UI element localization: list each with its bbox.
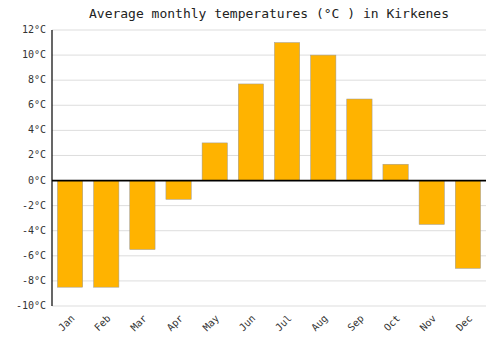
bar [274, 43, 299, 181]
y-tick-label: 6°C [28, 99, 46, 110]
x-tick-label: Sep [345, 313, 366, 334]
bar [130, 181, 155, 250]
y-tick-label: 4°C [28, 124, 46, 135]
chart: -10°C -8°C -6°C -4°C -2°C 0°C 2°C 4°C 6°C 8°C 10°C… [0, 0, 500, 350]
grid-line [52, 130, 486, 131]
bar [166, 181, 191, 200]
y-tick-label: 12°C [22, 24, 46, 35]
x-tick-label: Jul [273, 313, 294, 334]
x-tick-label: Mar [128, 313, 149, 334]
y-tick-label: 2°C [28, 149, 46, 160]
y-tick-label: -10°C [16, 300, 46, 311]
grid-line [52, 55, 486, 56]
y-tick-label: -6°C [22, 250, 46, 261]
y-axis-line [51, 30, 52, 306]
grid-line [52, 105, 486, 106]
bar [455, 181, 480, 269]
bar [202, 143, 227, 181]
x-tick-label: Aug [309, 313, 330, 334]
chart-container: -10°C -8°C -6°C -4°C -2°C 0°C 2°C 4°C 6°C 8°C 10°C… [0, 0, 500, 350]
bar [419, 181, 444, 225]
y-tick-label: 0°C [28, 175, 46, 186]
zero-line [52, 180, 486, 182]
bar [238, 84, 263, 181]
x-tick-label: Jun [237, 313, 258, 334]
x-tick-label: Nov [418, 313, 439, 334]
x-tick-label: Oct [382, 313, 403, 334]
bar [57, 181, 82, 288]
x-tick-label: Feb [92, 313, 113, 334]
y-tick-label: -2°C [22, 200, 46, 211]
y-tick-label: -4°C [22, 225, 46, 236]
grid-line [52, 155, 486, 156]
y-tick-label: 10°C [22, 49, 46, 60]
grid-line [52, 180, 486, 181]
grid-line [52, 30, 486, 31]
bars [57, 43, 480, 288]
grid-line [52, 80, 486, 81]
x-axis-ticks: Jan Feb Mar Apr May Jun Jul Aug Sep Oct Nov Dec [56, 313, 474, 334]
x-tick-label: Jan [56, 313, 77, 334]
grid [52, 30, 486, 306]
x-tick-label: Dec [454, 313, 475, 334]
bar [94, 181, 119, 288]
bar [383, 164, 408, 180]
bar [347, 99, 372, 181]
y-tick-label: 8°C [28, 74, 46, 85]
x-tick-label: May [201, 313, 222, 334]
x-tick-label: Apr [165, 313, 186, 334]
bar [311, 55, 336, 180]
y-axis-ticks: -10°C -8°C -6°C -4°C -2°C 0°C 2°C 4°C 6°C 8°C 10°C… [16, 24, 46, 311]
grid-line [52, 306, 486, 307]
title: Average monthly temperatures (°C ) in Ki… [89, 6, 449, 21]
y-tick-label: -8°C [22, 275, 46, 286]
